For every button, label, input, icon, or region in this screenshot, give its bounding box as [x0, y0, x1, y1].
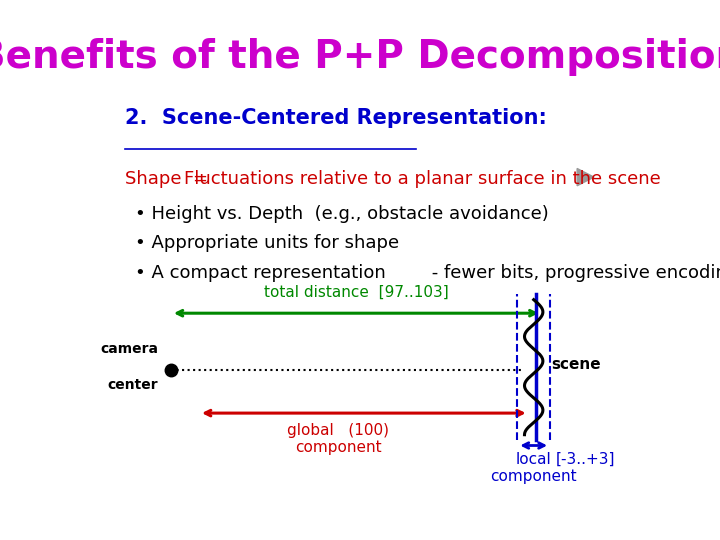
Text: global   (100): global (100) — [287, 423, 390, 438]
Text: total distance  [97..103]: total distance [97..103] — [264, 285, 449, 300]
Text: Fluctuations relative to a planar surface in the scene: Fluctuations relative to a planar surfac… — [184, 170, 660, 188]
Text: Benefits of the P+P Decomposition: Benefits of the P+P Decomposition — [0, 38, 720, 76]
Text: [-3..+3]: [-3..+3] — [556, 452, 616, 467]
Text: • Height vs. Depth  (e.g., obstacle avoidance): • Height vs. Depth (e.g., obstacle avoid… — [135, 205, 549, 223]
Text: 2.  Scene-Centered Representation:: 2. Scene-Centered Representation: — [125, 108, 547, 128]
Text: local: local — [516, 452, 552, 467]
Text: • A compact representation        - fewer bits, progressive encoding: • A compact representation - fewer bits,… — [135, 264, 720, 281]
Text: component: component — [295, 440, 382, 455]
Text: center: center — [107, 378, 158, 392]
Text: component: component — [490, 469, 577, 484]
Text: camera: camera — [100, 342, 158, 356]
Text: • Appropriate units for shape: • Appropriate units for shape — [135, 234, 400, 252]
Text: Shape  =: Shape = — [125, 170, 220, 188]
Polygon shape — [577, 168, 594, 186]
Text: scene: scene — [552, 357, 601, 372]
